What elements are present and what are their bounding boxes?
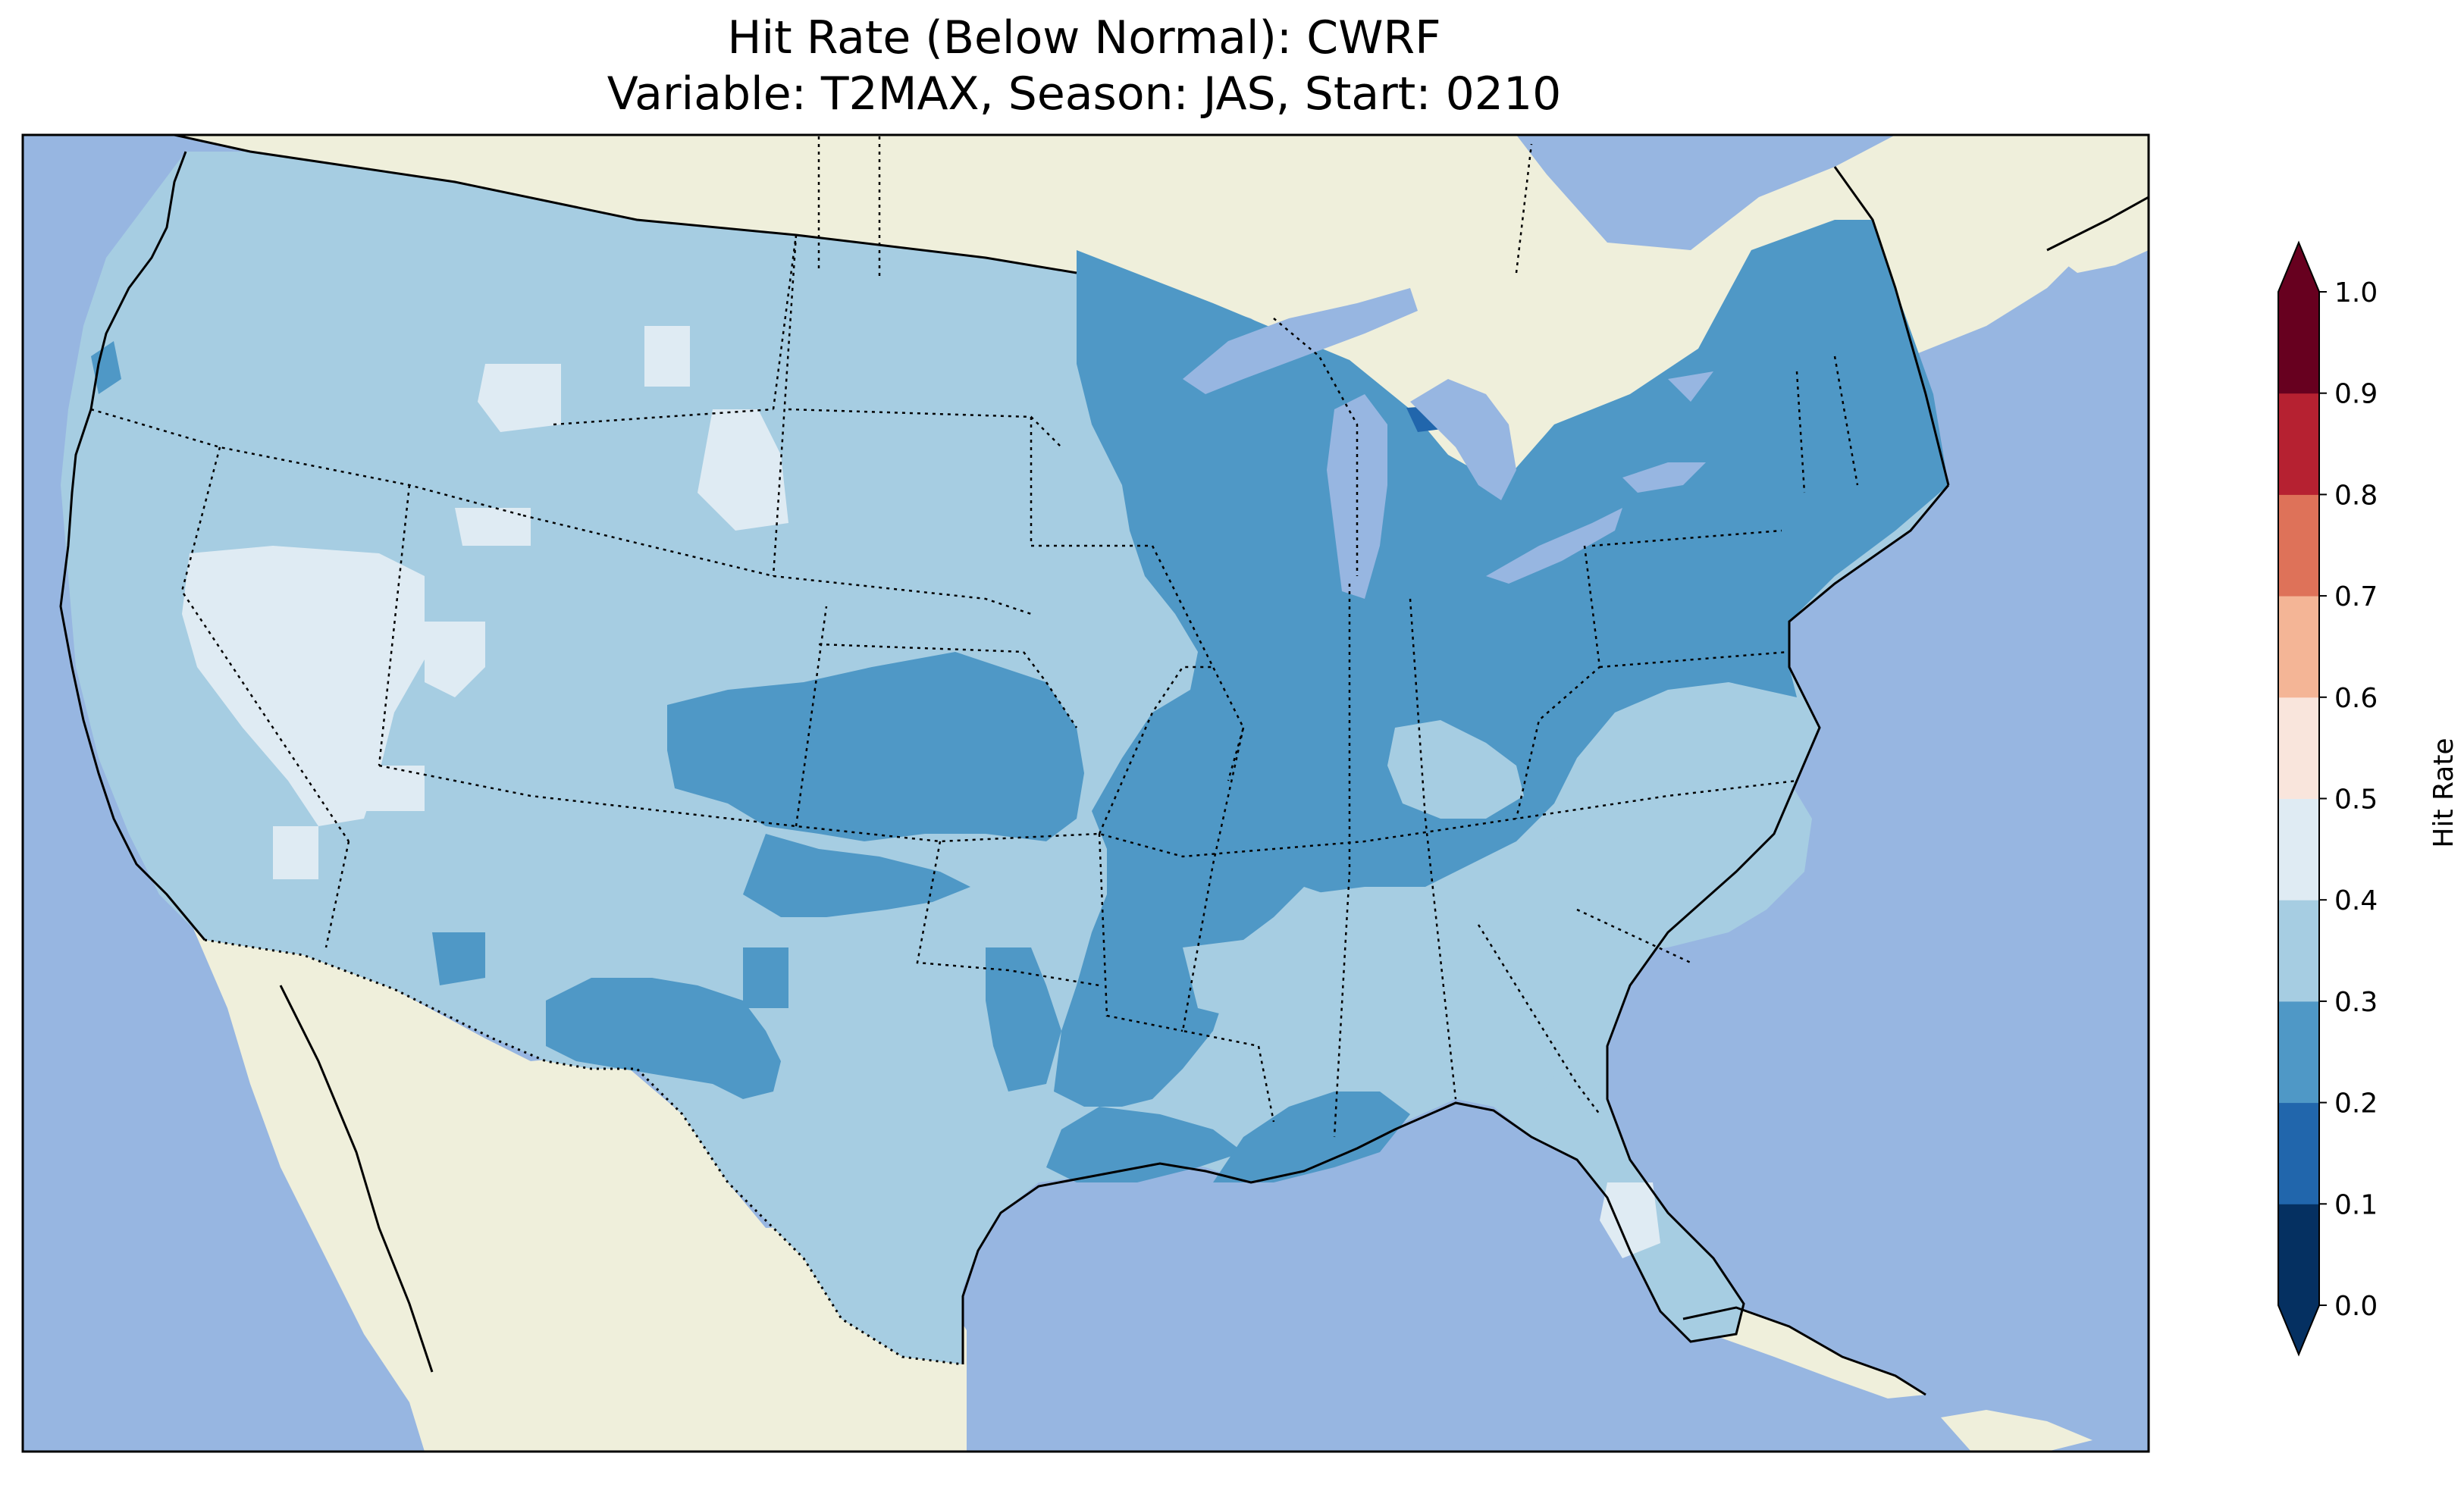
land-canada bbox=[174, 135, 2149, 576]
coastlines bbox=[59, 151, 2149, 1396]
colorbar-tick-label: 0.4 bbox=[2334, 885, 2378, 916]
map-panel bbox=[23, 135, 2149, 1452]
great-lakes bbox=[1183, 288, 1713, 599]
land-cuba bbox=[1683, 1308, 1926, 1398]
colorbar-tick-label: 0.8 bbox=[2334, 480, 2378, 511]
land-newfoundland bbox=[2047, 197, 2149, 273]
colorbar-bin bbox=[2278, 494, 2319, 597]
field-0.2-0.3 bbox=[91, 220, 1948, 1182]
colorbar-bin bbox=[2278, 596, 2319, 698]
colorbar-bin bbox=[2278, 1001, 2319, 1104]
colorbar-tick-label: 0.9 bbox=[2334, 379, 2378, 410]
colorbar-tick-label: 0.7 bbox=[2334, 581, 2378, 612]
map-frame bbox=[21, 133, 2150, 1453]
country-borders bbox=[174, 135, 1077, 1366]
field-0.3-0.4-east bbox=[1183, 720, 1812, 1107]
map-title: Hit Rate (Below Normal): CWRF bbox=[727, 11, 1441, 64]
colorbar-label: Hit Rate bbox=[2428, 738, 2459, 847]
colorbar-extend-min bbox=[2278, 1305, 2319, 1355]
colorbar: 0.0 0.1 0.2 0.3 0.4 0.5 0.6 0.7 0.8 0.9 1.0 Hit Ra… bbox=[2277, 240, 2459, 1357]
colorbar-bin bbox=[2278, 292, 2319, 394]
colorbar-tick-label: 0.0 bbox=[2334, 1291, 2378, 1322]
colorbar-extend-max bbox=[2278, 243, 2319, 292]
field-0.4-0.5 bbox=[182, 326, 1660, 1258]
map-subtitle: Variable: T2MAX, Season: JAS, Start: 021… bbox=[607, 67, 1562, 121]
colorbar-tick-label: 0.3 bbox=[2334, 987, 2378, 1018]
state-borders bbox=[90, 136, 1859, 1138]
colorbar-bin bbox=[2278, 900, 2319, 1002]
colorbar-bin bbox=[2278, 393, 2319, 495]
colorbar-tick-label: 1.0 bbox=[2334, 277, 2378, 309]
colorbar-bin bbox=[2278, 1102, 2319, 1204]
colorbar-bin bbox=[2278, 1204, 2319, 1306]
colorbar-tick-label: 0.1 bbox=[2334, 1189, 2378, 1220]
land-baja bbox=[273, 985, 432, 1395]
land-hispaniola bbox=[1941, 1410, 2093, 1452]
colorbar-tick-label: 0.2 bbox=[2334, 1088, 2378, 1120]
colorbar-tick-label: 0.6 bbox=[2334, 683, 2378, 714]
colorbar-bin bbox=[2278, 798, 2319, 900]
colorbar-tick-label: 0.5 bbox=[2334, 785, 2378, 816]
colorbar-bin bbox=[2278, 697, 2319, 799]
